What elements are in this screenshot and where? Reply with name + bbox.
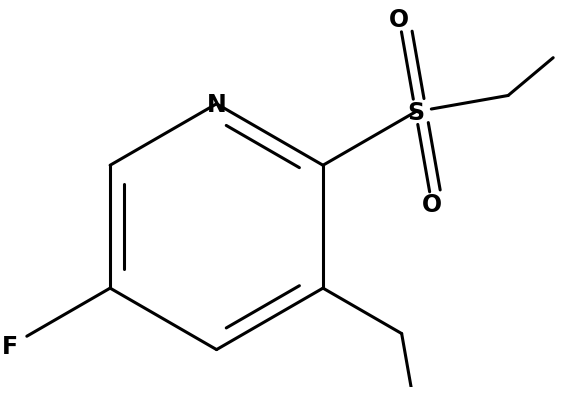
Text: S: S <box>407 101 424 124</box>
Text: N: N <box>206 92 227 117</box>
Text: F: F <box>2 334 18 358</box>
Text: O: O <box>422 193 442 217</box>
Text: O: O <box>389 8 410 32</box>
